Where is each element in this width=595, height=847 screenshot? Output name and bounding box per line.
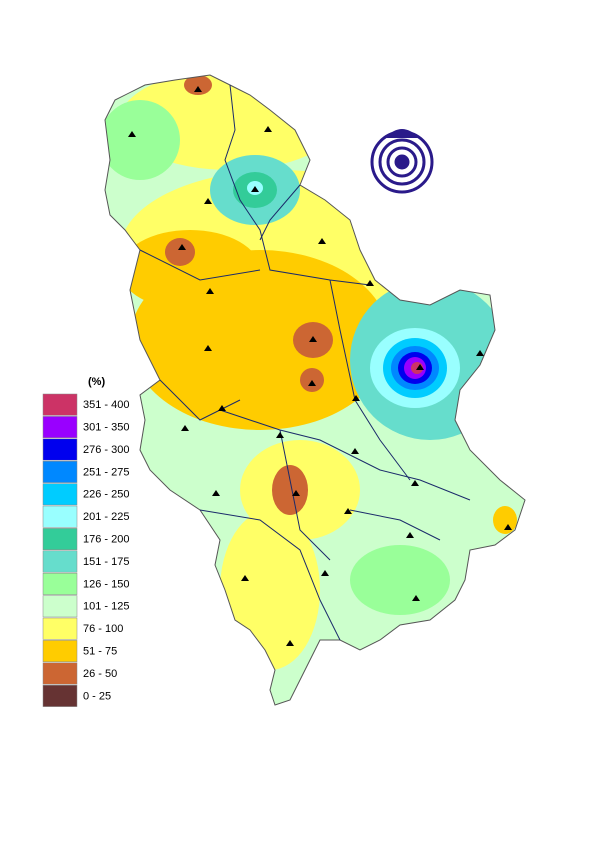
legend-label: 226 - 250: [83, 489, 129, 501]
legend-title: (%): [88, 376, 105, 388]
legend-swatch: [42, 550, 78, 573]
legend-label: 126 - 150: [83, 578, 129, 590]
legend-label: 151 - 175: [83, 556, 129, 568]
legend-label: 251 - 275: [83, 466, 129, 478]
border: [104, 74, 526, 706]
legend-label: 301 - 350: [83, 422, 129, 434]
legend-swatch: [42, 460, 78, 483]
legend-label: 176 - 200: [83, 534, 129, 546]
map-area: [105, 75, 525, 705]
legend-label: 201 - 225: [83, 511, 129, 523]
logo: [370, 129, 434, 194]
legend-label: 101 - 125: [83, 601, 129, 613]
legend-label: 51 - 75: [83, 646, 117, 658]
legend-swatch: [42, 505, 78, 528]
legend-swatch: [42, 438, 78, 461]
legend-swatch: [42, 640, 78, 663]
legend-swatch: [42, 483, 78, 506]
legend-swatch: [42, 684, 78, 707]
legend-label: 26 - 50: [83, 668, 117, 680]
legend-label: 351 - 400: [83, 399, 129, 411]
legend: 351 - 400 301 - 350 276 - 300 251 - 275 226 …: [42, 393, 129, 707]
legend-label: 76 - 100: [83, 623, 123, 635]
legend-swatch: [42, 416, 78, 439]
legend-swatch: [42, 572, 78, 595]
legend-swatch: [42, 662, 78, 685]
stations: [128, 86, 512, 646]
legend-swatch: [42, 393, 78, 416]
legend-label: 0 - 25: [83, 690, 111, 702]
legend-label: 276 - 300: [83, 444, 129, 456]
legend-swatch: [42, 617, 78, 640]
legend-swatch: [42, 528, 78, 551]
legend-swatch: [42, 595, 78, 618]
